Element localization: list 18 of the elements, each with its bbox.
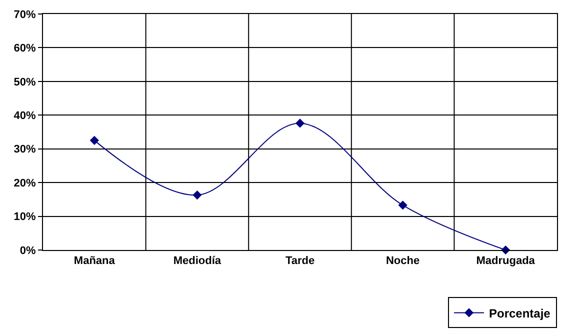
x-tick-label: Mediodía [173,255,222,268]
y-tick-label: 50% [14,76,36,88]
y-tick-label: 10% [14,211,36,224]
y-tick-label: 60% [14,42,36,55]
y-tick-label: 40% [14,110,36,122]
y-tick-label: 30% [14,144,36,156]
y-tick-label: 0% [20,244,36,257]
point [295,118,305,128]
y-tick-label: 20% [14,177,36,190]
x-tick-label: Noche [386,255,420,268]
legend-label: Porcentaje [489,306,551,320]
x-tick-label: Madrugada [476,255,536,268]
y-tick-label: 70% [14,8,36,21]
point [398,200,408,210]
x-tick-label: Tarde [285,255,315,268]
point [192,190,202,200]
point [90,136,99,145]
x-tick-label: Mañana [74,255,116,268]
